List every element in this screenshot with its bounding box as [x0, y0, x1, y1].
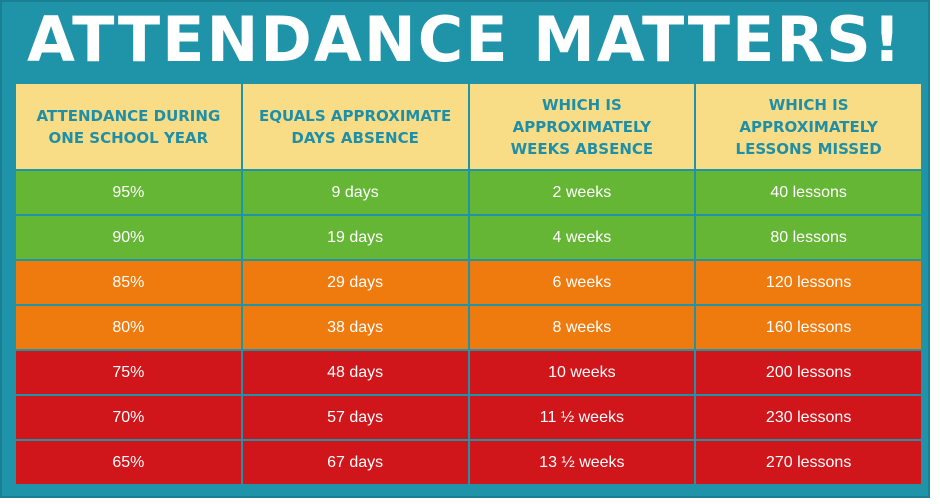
lessons-cell: 120 lessons [696, 261, 921, 304]
table-row: 85% 29 days 6 weeks 120 lessons [16, 261, 921, 304]
days-cell: 19 days [242, 216, 468, 259]
days-cell: 67 days [242, 441, 468, 484]
attendance-cell: 70% [16, 396, 241, 439]
attendance-cell: 85% [16, 261, 241, 304]
table-row: 90% 19 days 4 weeks 80 lessons [16, 216, 921, 259]
weeks-cell: 8 weeks [469, 306, 695, 349]
attendance-cell: 80% [16, 306, 241, 349]
attendance-table: ATTENDANCE DURING ONE SCHOOL YEAR EQUALS… [14, 82, 923, 486]
days-cell: 9 days [242, 171, 468, 214]
lessons-cell: 80 lessons [696, 216, 921, 259]
table-row: 75% 48 days 10 weeks 200 lessons [16, 351, 921, 394]
attendance-cell: 95% [16, 171, 241, 214]
weeks-cell: 11 ½ weeks [469, 396, 695, 439]
weeks-cell: 10 weeks [469, 351, 695, 394]
table-header-row: ATTENDANCE DURING ONE SCHOOL YEAR EQUALS… [16, 84, 921, 169]
table-row: 70% 57 days 11 ½ weeks 230 lessons [16, 396, 921, 439]
lessons-cell: 200 lessons [696, 351, 921, 394]
weeks-cell: 13 ½ weeks [469, 441, 695, 484]
header-lessons-missed: WHICH IS APPROXIMATELY LESSONS MISSED [696, 84, 921, 169]
header-attendance: ATTENDANCE DURING ONE SCHOOL YEAR [16, 84, 241, 169]
lessons-cell: 40 lessons [696, 171, 921, 214]
poster-title: ATTENDANCE MATTERS! [26, 3, 904, 76]
attendance-poster: ATTENDANCE MATTERS! ATTENDANCE DURING ON… [0, 0, 930, 498]
lessons-cell: 160 lessons [696, 306, 921, 349]
weeks-cell: 6 weeks [469, 261, 695, 304]
attendance-cell: 65% [16, 441, 241, 484]
table-row: 65% 67 days 13 ½ weeks 270 lessons [16, 441, 921, 484]
days-cell: 38 days [242, 306, 468, 349]
days-cell: 29 days [242, 261, 468, 304]
header-weeks-absence: WHICH IS APPROXIMATELY WEEKS ABSENCE [469, 84, 695, 169]
days-cell: 48 days [242, 351, 468, 394]
lessons-cell: 270 lessons [696, 441, 921, 484]
attendance-cell: 90% [16, 216, 241, 259]
weeks-cell: 2 weeks [469, 171, 695, 214]
lessons-cell: 230 lessons [696, 396, 921, 439]
header-days-absence: EQUALS APPROXIMATE DAYS ABSENCE [242, 84, 468, 169]
attendance-cell: 75% [16, 351, 241, 394]
weeks-cell: 4 weeks [469, 216, 695, 259]
table-row: 80% 38 days 8 weeks 160 lessons [16, 306, 921, 349]
days-cell: 57 days [242, 396, 468, 439]
table-row: 95% 9 days 2 weeks 40 lessons [16, 171, 921, 214]
